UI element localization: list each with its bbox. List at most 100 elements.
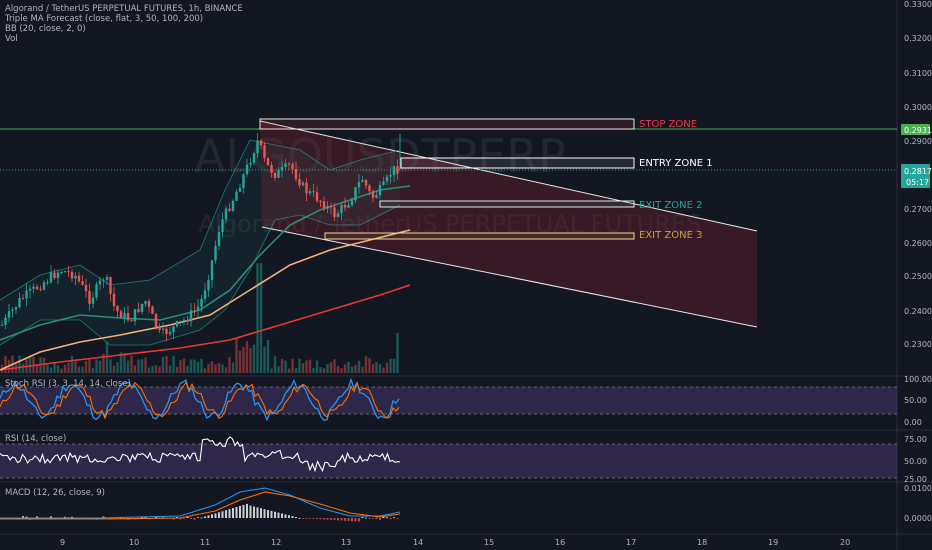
- symbol-title[interactable]: Algorand / TetherUS PERPETUAL FUTURES, 1…: [5, 4, 243, 14]
- rsi-band: [0, 444, 897, 478]
- macd-bar: [211, 514, 213, 518]
- volume-bar: [140, 359, 144, 373]
- ma-200-line: [0, 284, 411, 371]
- volume-bar: [361, 366, 364, 373]
- indicator-triple-ma[interactable]: Triple MA Forecast (close, flat, 3, 50, …: [5, 14, 204, 24]
- candle-body: [371, 191, 375, 198]
- stoch-band: [0, 387, 897, 414]
- volume-bar: [126, 360, 130, 373]
- volume-bar: [368, 358, 371, 373]
- candle-body: [270, 165, 273, 173]
- volume-bar: [396, 333, 399, 373]
- volume-bar: [77, 366, 81, 373]
- macd-bar: [190, 518, 192, 519]
- macd-bar: [281, 513, 283, 518]
- volume-bar: [60, 368, 63, 373]
- macd-bar: [372, 518, 374, 519]
- volume-bar: [287, 368, 291, 373]
- volume-bar: [392, 358, 396, 373]
- volume-bar: [4, 355, 7, 373]
- macd-bar: [274, 511, 276, 518]
- chart-legend[interactable]: Algorand / TetherUS PERPETUAL FUTURES, 1…: [5, 4, 243, 44]
- candle-body: [28, 288, 32, 291]
- volume-bar: [319, 367, 322, 373]
- macd-bar: [193, 518, 196, 520]
- macd-bar: [305, 518, 308, 519]
- candle-body: [116, 306, 119, 312]
- volume-bar: [161, 357, 165, 373]
- volume-bar: [343, 364, 347, 373]
- volume-bar: [217, 362, 221, 373]
- stoch-rsi-legend[interactable]: Stoch RSI (3, 3, 14, 14, close): [5, 379, 131, 389]
- candle-body: [315, 192, 319, 201]
- macd-bar: [179, 518, 182, 520]
- volume-bar: [333, 359, 336, 373]
- macd-bar: [197, 517, 199, 519]
- macd-bar: [323, 518, 325, 520]
- candle-body: [224, 208, 228, 220]
- macd-signal-line: [0, 491, 401, 520]
- candle-body: [256, 140, 259, 154]
- indicator-bb[interactable]: BB (20, close, 2, 0): [5, 24, 86, 34]
- volume-bar: [56, 365, 60, 373]
- volume-bar: [130, 355, 133, 373]
- time-tick: 9: [60, 538, 65, 547]
- volume-bar: [224, 367, 228, 373]
- volume-bar: [84, 361, 88, 373]
- last-price-badge: [901, 164, 930, 188]
- macd-legend[interactable]: MACD (12, 26, close, 9): [5, 488, 105, 498]
- candle-body: [378, 185, 382, 196]
- volume-bar: [245, 341, 249, 373]
- rsi-legend[interactable]: RSI (14, close): [5, 434, 67, 444]
- candle-body: [109, 277, 112, 294]
- macd-bar: [298, 517, 301, 519]
- volume-bar: [294, 368, 298, 373]
- rsi-tick: 25.00: [904, 475, 927, 484]
- entry-zone-box[interactable]: [400, 157, 635, 169]
- exit-zone-3-box[interactable]: [324, 232, 635, 240]
- macd-bar: [375, 517, 378, 519]
- rsi-tick: 75.00: [904, 435, 927, 444]
- candle-body: [319, 200, 322, 202]
- candle-body: [18, 298, 21, 308]
- candle-body: [172, 326, 175, 333]
- macd-bar: [382, 517, 385, 518]
- channel-lower[interactable]: [261, 226, 758, 328]
- candle-body: [35, 286, 39, 289]
- candle-body: [77, 275, 81, 282]
- volume-bar: [95, 359, 98, 373]
- volume-bar: [389, 358, 392, 373]
- price-axis[interactable]: 0.3300 0.3200 0.3100 0.3000 0.2900 0.270…: [901, 0, 932, 349]
- candle-body: [221, 219, 224, 233]
- candle-body: [42, 282, 46, 290]
- candle-body: [336, 213, 340, 217]
- candle-body: [207, 280, 210, 291]
- macd-bar: [277, 512, 280, 518]
- volume-bar: [326, 363, 329, 373]
- stop-zone-box[interactable]: [259, 118, 635, 130]
- macd-bar: [386, 517, 388, 519]
- candle-body: [60, 272, 63, 274]
- volume-bar: [168, 365, 172, 373]
- time-tick: 15: [484, 538, 494, 547]
- macd-bar: [260, 508, 262, 518]
- time-axis[interactable]: 9 10 11 12 13 14 15 16 17 18 19 20: [60, 538, 850, 547]
- macd-bar: [347, 518, 350, 521]
- macd-bar: [186, 516, 189, 518]
- volume-bar: [322, 368, 326, 373]
- volume-bar: [196, 361, 200, 373]
- channel-upper[interactable]: [259, 120, 758, 232]
- macd-bar: [393, 517, 395, 519]
- candle-body: [287, 163, 291, 165]
- candle-body: [200, 298, 203, 307]
- indicator-vol[interactable]: Vol: [5, 34, 18, 44]
- time-tick: 11: [200, 538, 210, 547]
- exit-zone-2-box[interactable]: [379, 200, 635, 208]
- stoch-tick: 50.00: [904, 396, 927, 405]
- candle-body: [154, 313, 158, 327]
- volume-bar: [172, 356, 175, 373]
- macd-histogram: [1, 503, 399, 522]
- volume-bar: [74, 361, 77, 373]
- candle-body: [39, 288, 42, 290]
